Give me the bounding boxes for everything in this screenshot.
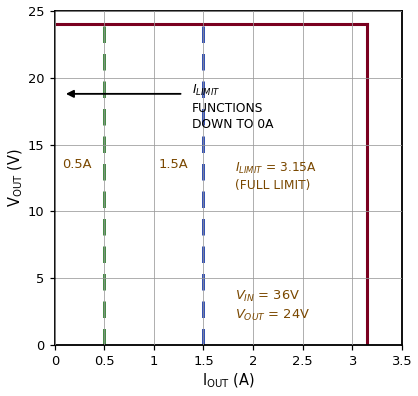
Text: 1.5A: 1.5A	[159, 158, 189, 171]
X-axis label: $\mathregular{I_{OUT}}$ (A): $\mathregular{I_{OUT}}$ (A)	[202, 371, 255, 390]
Text: $I_{LIMIT}$ = 3.15A
(FULL LIMIT): $I_{LIMIT}$ = 3.15A (FULL LIMIT)	[235, 160, 317, 192]
Text: $V_{IN}$ = 36V
$V_{OUT}$ = 24V: $V_{IN}$ = 36V $V_{OUT}$ = 24V	[235, 289, 310, 323]
Text: 0.5A: 0.5A	[62, 158, 91, 171]
Text: $I_{LIMIT}$
FUNCTIONS
DOWN TO 0A: $I_{LIMIT}$ FUNCTIONS DOWN TO 0A	[191, 83, 273, 131]
Y-axis label: $\mathregular{V_{OUT}}$ (V): $\mathregular{V_{OUT}}$ (V)	[6, 148, 25, 207]
